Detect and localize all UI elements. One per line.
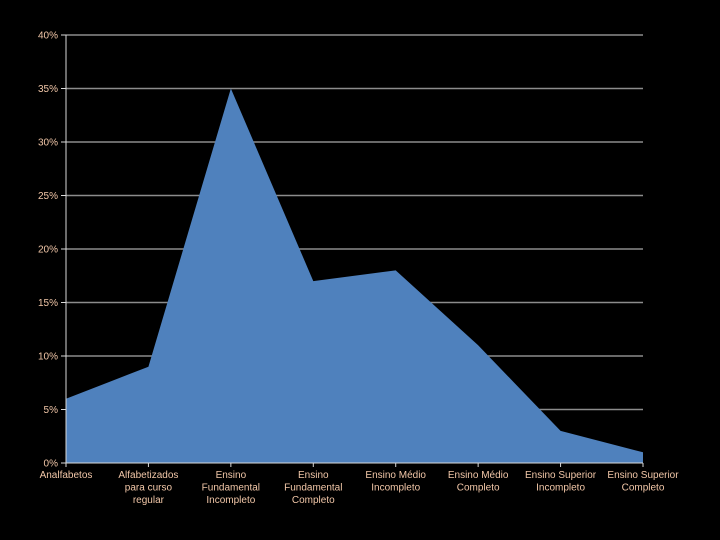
x-tick-label-6: Ensino Superior Incompleto: [525, 470, 597, 494]
x-tick-label-4: Ensino Médio Incompleto: [365, 470, 426, 494]
y-tick-label-25: 25%: [38, 191, 58, 202]
y-tick-label-30: 30%: [38, 138, 58, 149]
y-tick-label-0: 0%: [44, 459, 59, 470]
x-tick-label-5: Ensino Médio Completo: [448, 470, 509, 494]
x-axis-tick-labels: Analfabetos Alfabetizados para curso regula…: [40, 470, 680, 506]
x-tick-label-0: Analfabetos: [40, 470, 93, 481]
y-axis-tick-labels: 0% 5% 10% 15% 20% 25% 30% 35% 40%: [38, 31, 58, 470]
x-tick-label-2: Ensino Fundamental Incompleto: [202, 470, 260, 506]
axes: [61, 34, 644, 467]
area-fill: [66, 88, 643, 463]
y-tick-label-40: 40%: [38, 31, 58, 42]
y-tick-label-15: 15%: [38, 298, 58, 309]
x-tick-label-7: Ensino Superior Completo: [607, 470, 679, 494]
x-tick-label-1: Alfabetizados para curso regular: [118, 470, 178, 506]
y-tick-label-10: 10%: [38, 352, 58, 363]
y-tick-label-20: 20%: [38, 245, 58, 256]
y-tick-label-35: 35%: [38, 84, 58, 95]
y-tick-label-5: 5%: [44, 405, 59, 416]
x-tick-label-3: Ensino Fundamental Completo: [284, 470, 342, 506]
